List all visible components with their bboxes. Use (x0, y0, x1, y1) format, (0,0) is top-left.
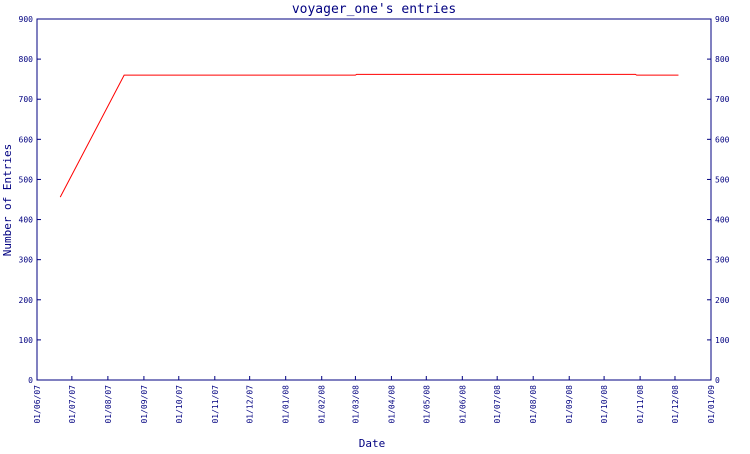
x-tick-label: 01/01/08 (282, 385, 291, 424)
y2-tick-label: 0 (715, 376, 720, 385)
y-tick-label: 100 (19, 336, 34, 345)
y-tick-label: 200 (19, 296, 34, 305)
x-tick-label: 01/04/08 (387, 385, 396, 424)
y-tick-label: 300 (19, 256, 34, 265)
x-tick-label: 01/11/07 (211, 385, 220, 424)
y2-tick-label: 500 (715, 175, 730, 184)
x-tick-label: 01/09/08 (565, 385, 574, 424)
y-tick-label: 400 (19, 216, 34, 225)
y-tick-label: 800 (19, 55, 34, 64)
x-tick-label: 01/10/07 (175, 385, 184, 424)
y-tick-label: 0 (28, 376, 33, 385)
x-tick-label: 01/01/09 (707, 385, 716, 424)
x-tick-label: 01/09/07 (140, 385, 149, 424)
x-tick-label: 01/06/07 (33, 385, 42, 424)
line-series (59, 73, 679, 198)
x-tick-label: 01/08/07 (104, 385, 113, 424)
x-tick-label: 01/08/08 (529, 385, 538, 424)
y2-tick-label: 400 (715, 216, 730, 225)
x-tick-label: 01/10/08 (600, 385, 609, 424)
x-tick-label: 01/07/07 (68, 385, 77, 424)
x-tick-label: 01/02/08 (318, 385, 327, 424)
x-tick-label: 01/06/08 (458, 385, 467, 424)
x-tick-label: 01/03/08 (351, 385, 360, 424)
x-tick-label: 01/12/07 (246, 385, 255, 424)
y2-tick-label: 100 (715, 336, 730, 345)
x-axis-label: Date (359, 437, 386, 450)
y2-tick-label: 600 (715, 135, 730, 144)
plot-frame (36, 18, 712, 381)
y2-tick-label: 700 (715, 95, 730, 104)
x-tick-label: 01/07/08 (493, 385, 502, 424)
y-tick-label: 600 (19, 135, 34, 144)
y-axis-label: Number of Entries (1, 144, 14, 257)
chart-title: voyager_one's entries (292, 2, 456, 17)
y-tick-label: 500 (19, 175, 34, 184)
y2-tick-label: 900 (715, 15, 730, 24)
y2-tick-label: 200 (715, 296, 730, 305)
y2-tick-label: 300 (715, 256, 730, 265)
y-tick-label: 700 (19, 95, 34, 104)
y-tick-label: 900 (19, 15, 34, 24)
y2-tick-label: 800 (715, 55, 730, 64)
x-tick-label: 01/05/08 (422, 385, 431, 424)
x-tick-label: 01/12/08 (671, 385, 680, 424)
x-tick-label: 01/11/08 (636, 385, 645, 424)
